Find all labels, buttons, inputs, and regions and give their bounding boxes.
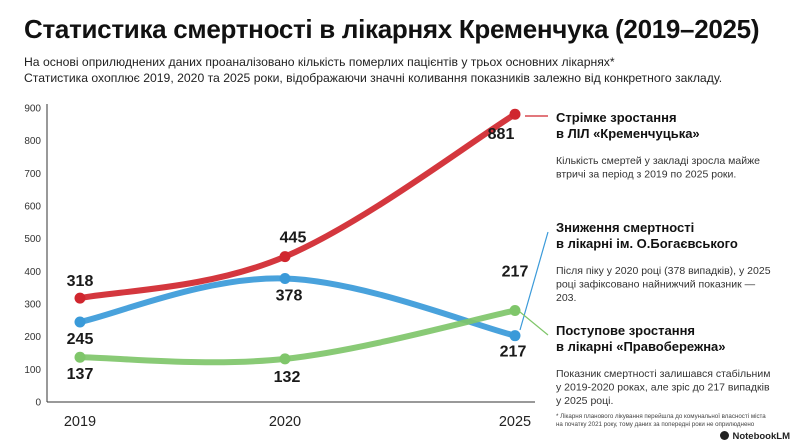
subtitle-line-1: На основі оприлюднених даних проаналізов…: [24, 55, 615, 69]
data-label-bohaievskoho: 217: [500, 344, 527, 361]
data-point-kremenchutska: [509, 108, 521, 120]
annotation-title-kremenchutska: Стрімке зростання: [556, 110, 677, 125]
annotation-body-pravoberezhna: Показник смертності залишався стабільним: [556, 368, 770, 380]
annotation-leader-bohaievskoho: [519, 231, 549, 331]
data-point-pravoberezhna: [74, 351, 86, 363]
data-label-pravoberezhna: 132: [274, 369, 301, 386]
y-tick-label: 900: [24, 104, 41, 115]
y-tick-label: 0: [35, 398, 41, 409]
data-label-kremenchutska: 318: [67, 273, 94, 290]
footnote-line: * Лікарня планового лікування перейшла д…: [556, 413, 766, 420]
data-label-kremenchutska: 445: [280, 230, 307, 247]
data-label-kremenchutska: 881: [488, 126, 515, 143]
data-point-bohaievskoho: [509, 330, 521, 342]
footnote-line: на початку 2021 року, тому даних за попе…: [556, 421, 755, 428]
subtitle: На основі оприлюднених даних проаналізов…: [24, 54, 722, 86]
x-tick-label: 2020: [269, 414, 301, 430]
y-tick-label: 500: [24, 234, 41, 245]
series-line-kremenchutska: [77, 111, 518, 302]
y-tick-label: 800: [24, 136, 41, 147]
annotation-title-pravoberezhna: Поступове зростання: [556, 323, 695, 338]
data-label-bohaievskoho: 378: [276, 288, 303, 305]
brand-label: NotebookLM: [732, 431, 790, 442]
data-point-pravoberezhna: [279, 353, 291, 365]
y-tick-label: 600: [24, 202, 41, 213]
data-point-bohaievskoho: [279, 273, 291, 285]
data-point-pravoberezhna: [509, 305, 521, 317]
annotation-body-kremenchutska: втричі за період з 2019 по 2025 роки.: [556, 169, 736, 181]
annotation-body-kremenchutska: Кількість смертей у закладі зросла майже: [556, 155, 760, 167]
y-tick-label: 400: [24, 267, 41, 278]
annotation-body-pravoberezhna: у 2019-2020 роках, але зріс до 217 випад…: [556, 382, 770, 394]
notebooklm-logo-icon: [720, 431, 730, 440]
data-label-pravoberezhna: 137: [67, 366, 94, 383]
annotation-body-bohaievskoho: 203.: [556, 292, 576, 304]
annotation-title-bohaievskoho: в лікарні ім. О.Богаєвського: [556, 236, 738, 251]
annotation-body-bohaievskoho: Після піку у 2020 році (378 випадків), у…: [556, 265, 771, 277]
annotation-body-pravoberezhna: у 2025 році.: [556, 395, 613, 407]
x-tick-label: 2019: [64, 414, 96, 430]
data-point-bohaievskoho: [74, 316, 86, 328]
subtitle-line-2: Статистика охоплює 2019, 2020 та 2025 ро…: [24, 71, 723, 85]
annotation-title-kremenchutska: в ЛІЛ «Кременчуцька»: [556, 126, 700, 141]
data-point-kremenchutska: [74, 292, 86, 304]
y-tick-label: 200: [24, 332, 41, 343]
y-tick-label: 300: [24, 300, 41, 311]
y-tick-label: 700: [24, 169, 41, 180]
page-title: Статистика смертності в лікарнях Кременч…: [24, 14, 760, 44]
x-tick-label: 2025: [499, 414, 531, 430]
data-label-bohaievskoho: 245: [67, 331, 94, 348]
annotation-title-bohaievskoho: Зниження смертності: [556, 220, 694, 235]
annotation-leader-pravoberezhna: [519, 311, 549, 336]
data-label-pravoberezhna: 217: [502, 264, 529, 281]
annotation-body-bohaievskoho: році зафіксовано найнижчий показник —: [556, 279, 756, 291]
y-tick-label: 100: [24, 365, 41, 376]
brand-badge: NotebookLM: [720, 431, 790, 442]
annotation-title-pravoberezhna: в лікарні «Правобережна»: [556, 339, 726, 354]
data-point-kremenchutska: [279, 251, 291, 263]
